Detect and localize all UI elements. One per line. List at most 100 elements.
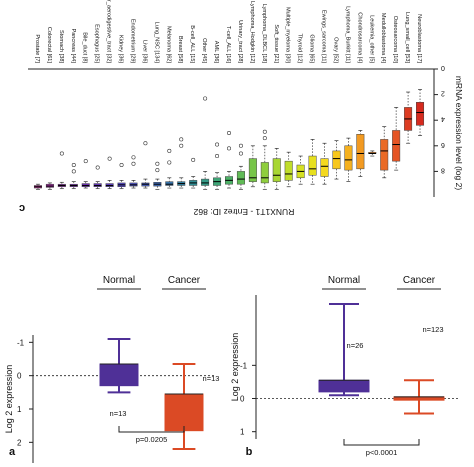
outlier-point (226, 131, 231, 136)
tissue-label: Colorectal [61] (46, 27, 52, 64)
y-tick-label: 8 (441, 166, 445, 173)
y-tick-label: 4 (441, 115, 445, 122)
tissue-label: Endometrium [29] (129, 19, 135, 64)
outlier-point (155, 168, 160, 173)
tissue-label: Soft_tissue [21] (273, 24, 279, 63)
tissue-label: Lymphoma_Burkitt [11] (344, 6, 350, 63)
outlier-point (59, 151, 64, 156)
tissue-label: Lung_small_cell [53] (404, 12, 410, 63)
y-tick-label: 2 (441, 90, 445, 97)
y-tick-label: 0 (441, 64, 445, 71)
outlier-point (262, 129, 267, 134)
box (165, 181, 174, 186)
tissue-label: Neuroblastoma [17] (416, 14, 422, 63)
y-tick-label: 0 (240, 395, 245, 404)
tissue-label: Leukemia_other [5] (368, 15, 374, 63)
outlier-point (238, 143, 243, 148)
outlier-point (226, 146, 231, 151)
n-label: n=13 (203, 374, 220, 383)
p-value-label: p<0.0001 (366, 448, 398, 457)
tissue-label: Thyroid [12] (297, 33, 303, 63)
tissue-label: Lymphoma_Hodgkin [12] (249, 1, 255, 63)
tissue-label: Breast [58] (177, 36, 183, 63)
box (236, 171, 245, 185)
rotated-figure: 0 2 4 6 8 Neuroblastoma [17] Lung_small_cell [… (4, 0, 464, 463)
significance-bracket (343, 439, 420, 446)
outlier-point (203, 96, 208, 101)
box (318, 379, 370, 393)
outlier-point (131, 161, 136, 166)
group-label: Cancer (168, 275, 201, 286)
box (201, 178, 210, 186)
box (260, 162, 269, 184)
y-axis-title: Log 2 expression (230, 333, 240, 402)
y-tick-label: 1 (17, 405, 22, 414)
box (320, 158, 329, 177)
box (392, 130, 401, 162)
x-axis-title: RUNX1T1 - Entrez ID: 862 (193, 207, 294, 217)
tissue-label: T-cell_ALL [16] (225, 26, 231, 64)
tissue-label: Multiple_myeloma [30] (285, 7, 291, 63)
tissue-label: Ewings_sarcoma [11] (321, 10, 327, 64)
tissue-label: Ovary [52] (332, 37, 338, 63)
panel-letter: c (19, 202, 25, 214)
tissue-label: Bile_duct [8] (82, 32, 88, 63)
y-tick-label: 2 (17, 438, 22, 447)
tissue-label: B-cell_ALL [15] (189, 25, 195, 63)
group-label: Cancer (403, 275, 436, 286)
outlier-point (167, 160, 172, 165)
p-value-label: p=0.0205 (136, 435, 168, 444)
y-axis-title: Log 2 expression (4, 365, 14, 434)
tissue-label: Lung_NSC [134] (153, 22, 159, 64)
box (284, 160, 293, 181)
outlier-point (191, 157, 196, 162)
box (332, 150, 341, 170)
tissue-label: Prostate [7] (34, 34, 40, 63)
box (164, 393, 204, 432)
outlier-point (262, 136, 267, 141)
y-tick-label: 0 (17, 372, 22, 381)
tissue-label: AML [36] (213, 41, 219, 64)
outlier-point (179, 137, 184, 142)
y-tick-label: -1 (240, 361, 248, 370)
outlier-point (95, 165, 100, 170)
tissue-label: Lymphoma_DLBCL [18] (261, 4, 267, 64)
box (248, 158, 257, 182)
tissue-label: Esophagus [25] (94, 24, 100, 63)
outlier-point (107, 156, 112, 161)
outlier-point (71, 163, 76, 168)
box (344, 145, 353, 171)
group-label: Normal (103, 275, 135, 286)
tissue-label: Medulloblastoma [4] (380, 13, 386, 64)
tissue-label: Pancreas [44] (70, 28, 76, 63)
significance-bracket (118, 426, 185, 433)
y-tick-label: 1 (240, 428, 245, 437)
outlier-point (179, 143, 184, 148)
y-axis-title: mRNA expression level (log 2) (454, 76, 464, 190)
box (380, 139, 389, 171)
box (308, 155, 317, 176)
tissue-label: Glioma [65] (309, 34, 315, 63)
outlier-point (143, 141, 148, 146)
box (272, 158, 281, 182)
outlier-point (131, 155, 136, 160)
outlier-point (155, 161, 160, 166)
tissue-label: Stomach [38] (58, 30, 64, 63)
tissue-label: Chondrosarcoma [4] (356, 12, 362, 63)
tissue-label: Liver [36] (141, 40, 147, 63)
n-label: n=26 (347, 341, 364, 350)
panel-letter: b (246, 446, 253, 458)
outlier-point (215, 142, 220, 147)
tissue-label: Other [45] (201, 38, 207, 63)
box (356, 134, 365, 170)
outlier-point (119, 163, 124, 168)
outlier-point (83, 159, 88, 164)
y-tick-label: 6 (441, 141, 445, 148)
outlier-point (238, 151, 243, 156)
tissue-label: Melanoma [62] (165, 26, 171, 63)
tissue-label: Osteosarcoma [10] (392, 16, 398, 64)
outlier-point (167, 148, 172, 153)
box (99, 363, 139, 387)
group-label: Normal (328, 275, 360, 286)
